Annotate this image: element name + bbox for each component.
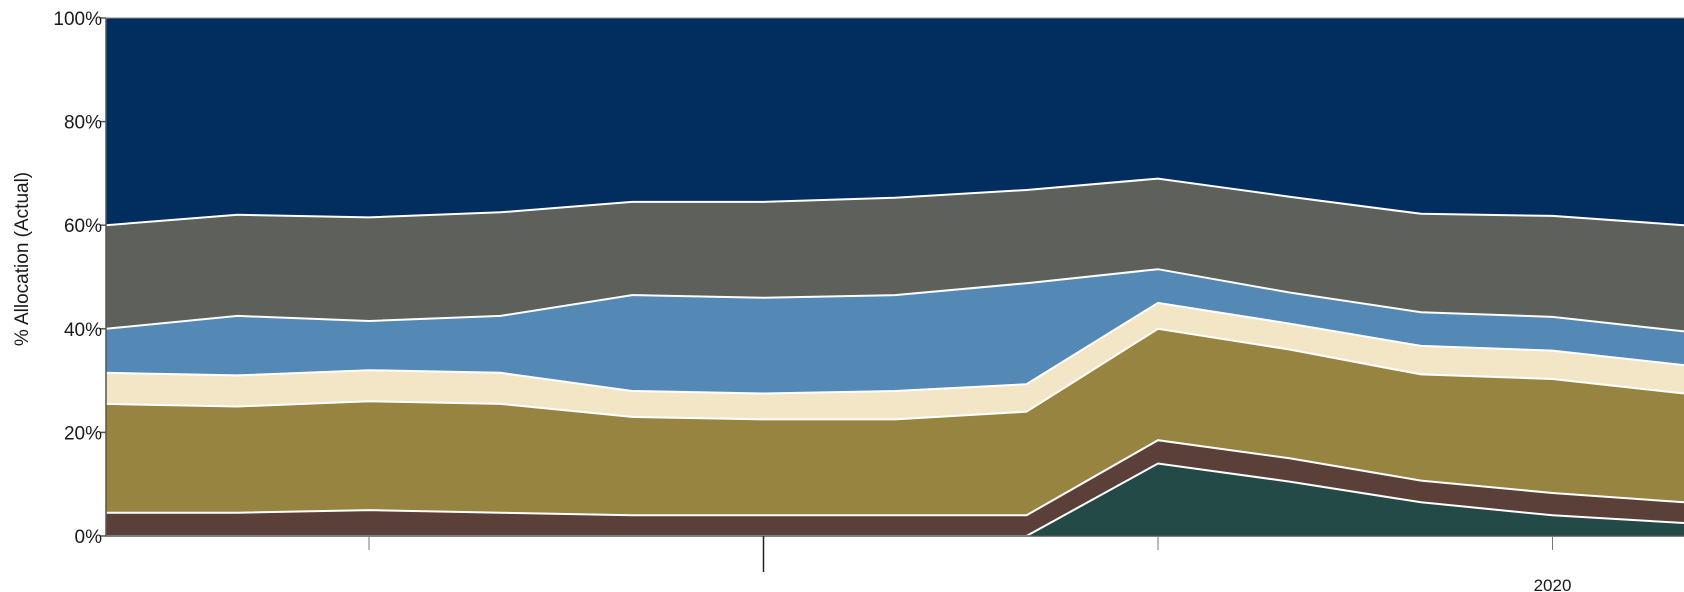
x-tick-label: 2020 bbox=[1534, 576, 1572, 592]
area-series-5 bbox=[106, 269, 1684, 394]
y-tick-label: 0% bbox=[75, 527, 103, 548]
y-axis-title: % Allocation (Actual) bbox=[12, 172, 33, 346]
y-tick-label: 60% bbox=[64, 216, 102, 237]
area-series-7 bbox=[106, 18, 1684, 226]
area-series-2 bbox=[106, 440, 1684, 536]
x-axis: 2020 bbox=[106, 535, 1684, 592]
series-boundary-line-4 bbox=[105, 301, 1684, 395]
series-boundary-line-6 bbox=[105, 177, 1684, 227]
y-axis: 0% 20% 40% 60% 80% 100% bbox=[53, 9, 1684, 548]
series-boundary-line-2 bbox=[106, 439, 1684, 517]
series-boundary-line-5 bbox=[105, 268, 1684, 333]
y-tick-label: 20% bbox=[64, 423, 102, 444]
area-series-6 bbox=[106, 178, 1684, 332]
area-series-group bbox=[105, 18, 1684, 537]
series-boundary-line-3 bbox=[105, 327, 1684, 421]
area-series-3 bbox=[106, 328, 1684, 516]
area-series-4 bbox=[106, 302, 1684, 420]
y-tick-label: 100% bbox=[53, 9, 102, 30]
y-tick-label: 80% bbox=[64, 113, 102, 134]
y-tick-label: 40% bbox=[64, 320, 102, 341]
